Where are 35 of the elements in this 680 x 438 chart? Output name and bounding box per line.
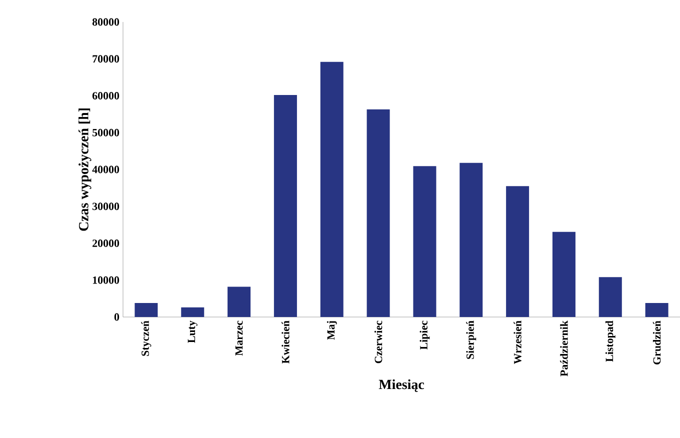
x-tick-label: Czerwiec — [374, 320, 382, 364]
bar — [552, 232, 576, 317]
bar — [413, 166, 436, 317]
bar — [598, 277, 622, 317]
x-tick-label: Wrzesień — [514, 320, 522, 364]
y-tick-label: 60000 — [92, 92, 120, 100]
x-tick-label: Luty — [188, 320, 198, 343]
x-tick-label: Maj — [326, 321, 337, 340]
y-tick-label: 70000 — [92, 55, 120, 63]
x-tick-label: Styczeń — [141, 320, 152, 356]
bar — [506, 186, 530, 317]
y-tick-label: 50000 — [92, 128, 120, 136]
bar — [320, 62, 344, 317]
x-axis-title: Miesiąc — [378, 379, 424, 392]
bar — [460, 162, 483, 317]
y-tick-label: 0 — [114, 313, 120, 321]
bar — [645, 302, 668, 317]
x-tick-label: Sierpień — [466, 320, 476, 359]
bar — [366, 109, 390, 317]
x-tick-label: Marzec — [235, 320, 243, 356]
bar — [228, 286, 251, 317]
y-tick-label: 30000 — [92, 202, 120, 210]
x-tick-label: Październik — [560, 320, 568, 376]
y-tick-label: 20000 — [92, 240, 120, 247]
y-tick-label: 40000 — [92, 166, 120, 174]
bar — [134, 302, 158, 317]
y-tick-label: 80000 — [92, 18, 120, 26]
bar — [274, 95, 297, 317]
x-tick-label: Kwiecień — [282, 320, 290, 364]
x-tick-label: Grudzień — [652, 320, 661, 364]
x-tick-label: Listopad — [605, 320, 616, 362]
bar — [181, 307, 204, 317]
x-tick-label: Lipiec — [420, 320, 430, 350]
y-axis-title: Czas wypożyczeń [h] — [78, 108, 92, 231]
y-tick-label: 10000 — [92, 276, 120, 284]
